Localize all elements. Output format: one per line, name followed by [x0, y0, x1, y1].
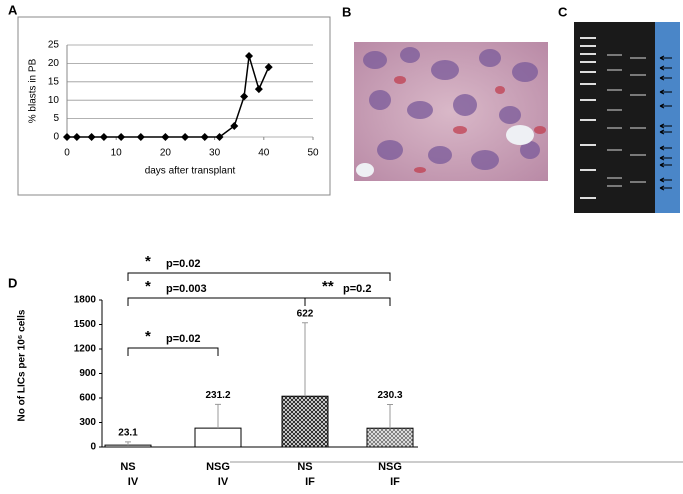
bar	[194, 427, 242, 448]
y-tick-label: 1500	[74, 319, 97, 330]
p-value: p=0.2	[343, 283, 371, 295]
y-tick-label: 1800	[74, 295, 97, 306]
bar	[104, 444, 152, 448]
y-tick-label: 0	[90, 442, 96, 453]
data-point	[63, 133, 71, 141]
data-point	[240, 92, 249, 101]
p-value: p=0.003	[166, 283, 207, 295]
x-tick-label: NSG	[206, 461, 230, 473]
bar	[281, 395, 329, 448]
significance-bracket	[127, 347, 219, 356]
significance-stars: *	[145, 278, 151, 295]
x-tick-label: 20	[160, 148, 172, 159]
x-tick-label: 0	[64, 148, 70, 159]
y-tick-label: 5	[53, 113, 59, 124]
data-point	[200, 133, 209, 141]
value-label: 231.2	[205, 390, 230, 401]
error-bar	[302, 322, 308, 397]
data-point	[215, 133, 224, 141]
significance-bracket	[304, 297, 391, 306]
error-bar	[215, 403, 221, 429]
x-tick-label: NS	[297, 461, 312, 473]
x-tick-label: 50	[307, 148, 319, 159]
y-axis-label: No of LICs per 10⁶ cells	[17, 309, 28, 421]
y-tick-label: 600	[79, 393, 96, 404]
y-tick-label: 10	[48, 95, 60, 106]
bar	[366, 427, 414, 448]
data-point	[230, 121, 239, 130]
y-tick-label: 1200	[74, 344, 97, 355]
data-point	[117, 133, 126, 141]
x-tick-label: 10	[111, 148, 123, 159]
data-point	[99, 133, 108, 141]
y-tick-label: 900	[79, 368, 96, 379]
data-point	[72, 133, 81, 141]
x-tick-label: 30	[209, 148, 221, 159]
x-axis-label: days after transplant	[145, 166, 236, 177]
significance-stars: *	[145, 328, 151, 345]
x-tick-label: IV	[128, 476, 139, 488]
error-bar	[387, 404, 393, 429]
data-point	[161, 133, 170, 141]
significance-stars: **	[322, 278, 334, 295]
value-label: 230.3	[377, 390, 402, 401]
significance-bracket	[127, 297, 306, 306]
y-tick-label: 0	[53, 132, 59, 143]
p-value: p=0.02	[166, 333, 201, 345]
data-point	[181, 133, 190, 141]
y-axis-label: % blasts in PB	[28, 58, 39, 123]
x-tick-label: NS	[120, 461, 135, 473]
x-tick-label: IV	[218, 476, 229, 488]
data-point	[136, 133, 145, 141]
data-point	[254, 85, 263, 94]
p-value: p=0.02	[166, 258, 201, 270]
panel-label: B	[342, 4, 351, 19]
value-label: 622	[297, 308, 314, 319]
significance-stars: *	[145, 253, 151, 270]
data-point	[245, 52, 254, 61]
y-tick-label: 20	[48, 58, 60, 69]
y-tick-label: 25	[48, 40, 60, 51]
y-tick-label: 300	[79, 417, 96, 428]
gel-image	[574, 22, 680, 213]
data-point	[264, 63, 273, 72]
y-tick-label: 15	[48, 76, 60, 87]
x-tick-label: 40	[258, 148, 270, 159]
x-tick-label: IF	[390, 476, 400, 488]
panel-a-frame	[17, 16, 331, 196]
panel-label: A	[8, 2, 18, 17]
significance-bracket	[127, 272, 391, 281]
value-label: 23.1	[118, 427, 138, 438]
error-bar	[125, 441, 131, 446]
x-tick-label: IF	[305, 476, 315, 488]
data-point	[87, 133, 96, 141]
micrograph	[354, 42, 548, 181]
panel-label: C	[558, 4, 568, 19]
x-tick-label: NSG	[378, 461, 402, 473]
panel-label: D	[8, 275, 17, 290]
